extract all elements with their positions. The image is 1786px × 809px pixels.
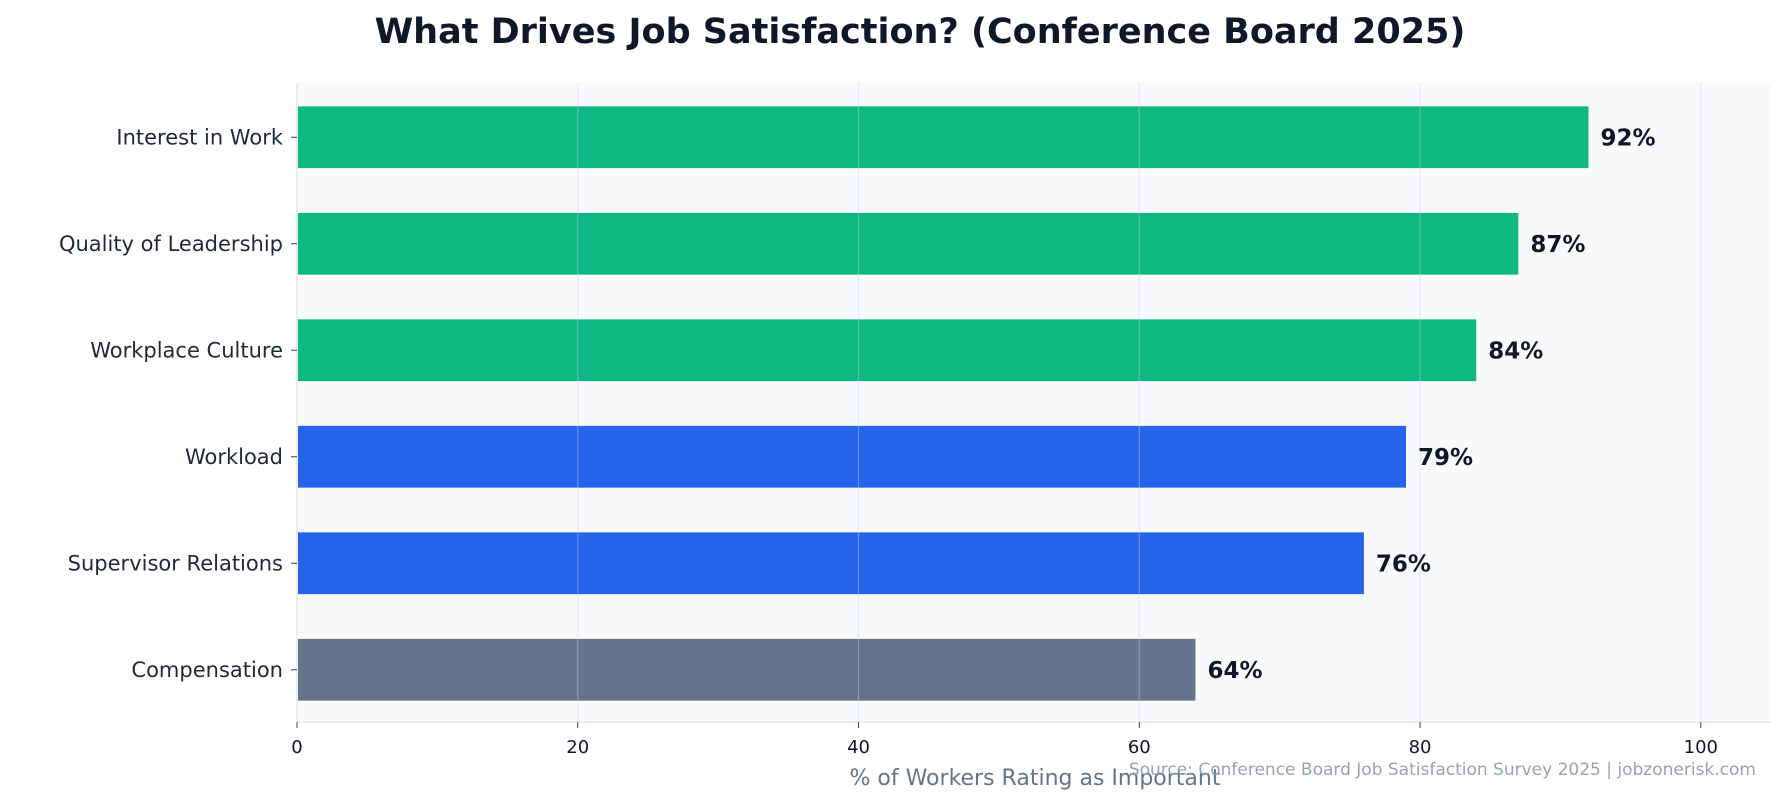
data-label: 92% [1601,125,1656,151]
source-note: Source: Conference Board Job Satisfactio… [1129,760,1756,780]
x-axis-label: % of Workers Rating as Important [850,766,1221,791]
y-tick-label: Workload [185,445,283,469]
x-tick-label: 60 [1128,737,1151,758]
x-tick-label: 40 [847,737,870,758]
chart-title: What Drives Job Satisfaction? (Conferenc… [375,12,1466,52]
data-label: 76% [1376,551,1431,577]
x-tick-label: 80 [1409,737,1432,758]
data-label: 84% [1488,338,1543,364]
bar [298,319,1477,382]
bar [298,425,1407,488]
y-tick-label: Quality of Leadership [59,232,283,256]
bar [298,532,1364,595]
bar [298,638,1196,701]
y-tick-label: Supervisor Relations [68,551,283,575]
data-label: 64% [1207,658,1262,684]
y-tick-label: Interest in Work [116,125,283,149]
x-tick-label: 100 [1684,737,1718,758]
y-tick-label: Workplace Culture [90,338,283,362]
bar [298,212,1519,275]
x-tick-label: 20 [566,737,589,758]
data-label: 79% [1418,445,1473,471]
x-tick-label: 0 [291,737,302,758]
plot-area [297,83,1771,722]
y-tick-label: Compensation [131,658,283,682]
bar [298,106,1589,169]
data-label: 87% [1530,232,1585,258]
